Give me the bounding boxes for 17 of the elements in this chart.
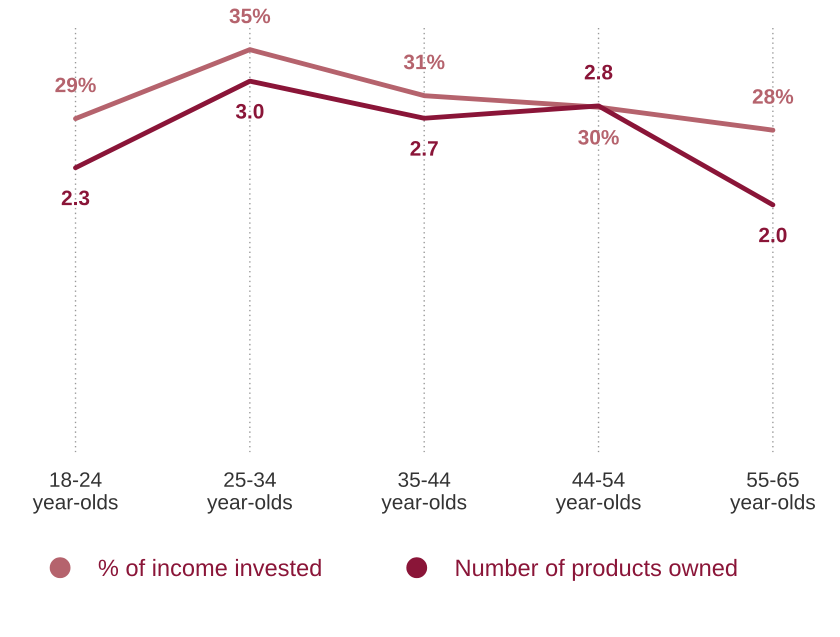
data-label: 3.0 (236, 104, 264, 119)
data-label: 35% (229, 8, 270, 24)
legend-label: % of income invested (98, 558, 321, 576)
x-tick-label: 25-34 year-olds (207, 472, 292, 514)
data-label: 29% (55, 78, 96, 92)
data-label: 2.7 (410, 141, 438, 156)
data-label: 2.8 (584, 64, 612, 80)
data-label: 2.0 (759, 228, 787, 242)
data-label: 28% (752, 89, 794, 104)
data-label: 2.3 (62, 190, 90, 206)
legend-label: Number of products owned (456, 558, 736, 581)
x-tick-label: 55-65 year-olds (730, 472, 815, 514)
data-label: 30% (578, 130, 619, 145)
x-tick-label: 35-44 year-olds (381, 472, 466, 514)
x-tick-label: 18-24 year-olds (32, 472, 118, 514)
x-tick-label: 44-54 year-olds (556, 472, 641, 514)
data-label: 31% (404, 54, 444, 70)
